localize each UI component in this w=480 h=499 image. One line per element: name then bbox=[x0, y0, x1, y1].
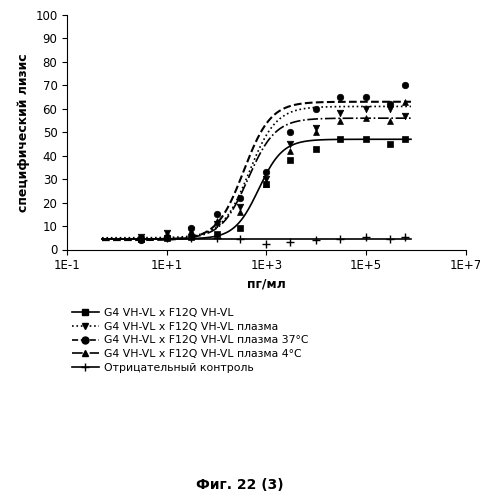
Point bbox=[237, 235, 244, 243]
Point bbox=[237, 225, 244, 233]
Point bbox=[386, 117, 394, 125]
Point bbox=[163, 233, 171, 241]
Point bbox=[137, 235, 144, 243]
Point bbox=[401, 112, 408, 120]
Y-axis label: специфический лизис: специфический лизис bbox=[17, 53, 30, 212]
Point bbox=[287, 147, 294, 155]
Point bbox=[263, 240, 270, 248]
Point bbox=[336, 109, 344, 117]
Point bbox=[287, 239, 294, 247]
Point bbox=[386, 140, 394, 148]
Point bbox=[163, 234, 171, 242]
Point bbox=[386, 100, 394, 108]
Point bbox=[263, 180, 270, 188]
Point bbox=[137, 235, 144, 243]
Point bbox=[362, 105, 370, 113]
Point bbox=[336, 93, 344, 101]
Point bbox=[163, 234, 171, 242]
Point bbox=[362, 233, 370, 241]
Point bbox=[401, 233, 408, 241]
Point bbox=[187, 233, 194, 241]
Point bbox=[263, 180, 270, 188]
Point bbox=[287, 156, 294, 164]
Point bbox=[137, 233, 144, 241]
Point bbox=[213, 218, 220, 226]
Point bbox=[386, 235, 394, 243]
Point bbox=[187, 226, 194, 234]
Point bbox=[287, 128, 294, 136]
Point bbox=[213, 234, 220, 242]
Point bbox=[187, 234, 194, 242]
Point bbox=[163, 232, 171, 240]
Point bbox=[401, 81, 408, 89]
Point bbox=[312, 128, 320, 136]
Point bbox=[312, 145, 320, 153]
Point bbox=[362, 93, 370, 101]
Point bbox=[137, 235, 144, 243]
Point bbox=[362, 135, 370, 143]
Point bbox=[213, 220, 220, 228]
Point bbox=[362, 114, 370, 122]
Point bbox=[163, 229, 171, 237]
Point bbox=[213, 211, 220, 219]
Point bbox=[187, 225, 194, 233]
Point bbox=[287, 140, 294, 148]
Text: Фиг. 22 (3): Фиг. 22 (3) bbox=[196, 478, 284, 492]
Point bbox=[401, 98, 408, 106]
Point bbox=[312, 236, 320, 244]
Point bbox=[263, 168, 270, 176]
Legend: G4 VH-VL x F12Q VH-VL, G4 VH-VL x F12Q VH-VL плазма, G4 VH-VL x F12Q VH-VL плазм: G4 VH-VL x F12Q VH-VL, G4 VH-VL x F12Q V… bbox=[67, 303, 313, 377]
Point bbox=[187, 227, 194, 235]
Point bbox=[237, 203, 244, 211]
Point bbox=[137, 236, 144, 244]
X-axis label: пг/мл: пг/мл bbox=[247, 278, 286, 291]
Point bbox=[237, 208, 244, 216]
Point bbox=[237, 194, 244, 202]
Point bbox=[312, 124, 320, 132]
Point bbox=[263, 175, 270, 183]
Point bbox=[386, 105, 394, 113]
Point bbox=[213, 230, 220, 238]
Point bbox=[336, 135, 344, 143]
Point bbox=[336, 117, 344, 125]
Point bbox=[401, 135, 408, 143]
Point bbox=[336, 235, 344, 243]
Point bbox=[312, 105, 320, 113]
